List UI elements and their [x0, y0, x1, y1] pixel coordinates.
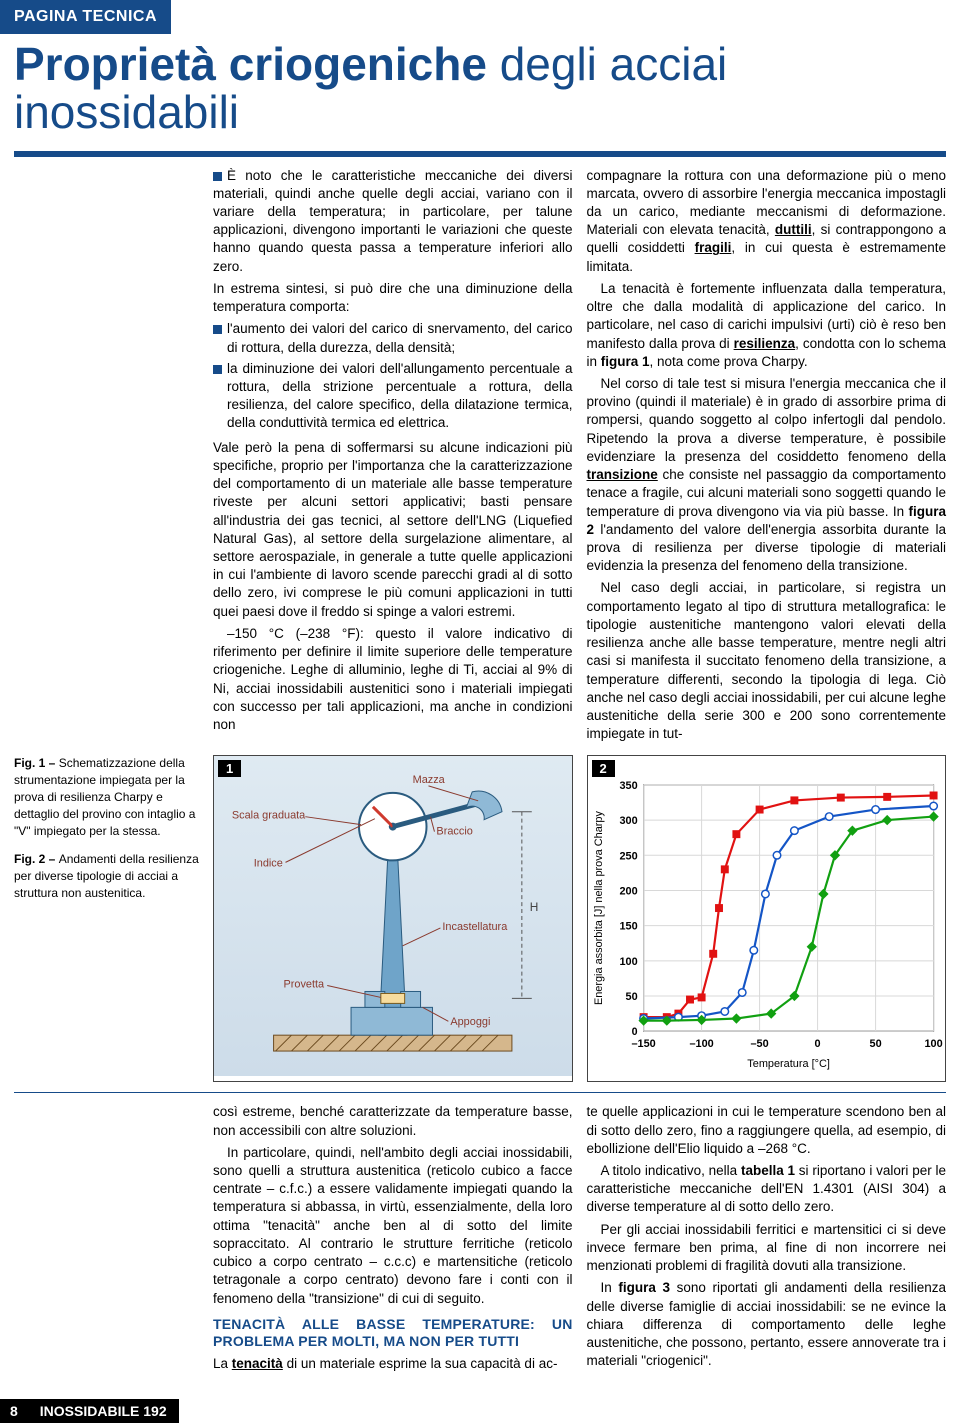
- label-mazza: Mazza: [413, 774, 446, 786]
- lc2-p1: te quelle applicazioni in cui le tempera…: [587, 1103, 947, 1158]
- svg-text:H: H: [530, 900, 539, 914]
- fig1-label: Fig. 1 –: [14, 756, 59, 770]
- section-tab: PAGINA TECNICA: [0, 0, 171, 34]
- title-strong: Proprietà criogeniche: [14, 38, 487, 90]
- divider: [14, 151, 946, 157]
- resilience-chart: 0 50 100 150 200 250 300 350 –150 –100 –50 0 50 100 En…: [588, 756, 946, 1076]
- lc2-p3: Per gli acciai inossidabili ferritici e …: [587, 1221, 947, 1276]
- label-braccio: Braccio: [436, 826, 472, 838]
- lower-column-2: te quelle applicazioni in cui le tempera…: [587, 1103, 947, 1377]
- lc1-p2: In particolare, quindi, nell'ambito degl…: [213, 1144, 573, 1308]
- label-appoggi: Appoggi: [450, 1017, 490, 1029]
- col2-p1-u1: duttili: [775, 222, 812, 237]
- col1-p3: Vale però la pena di soffermarsi su alcu…: [213, 439, 573, 621]
- svg-text:100: 100: [924, 1038, 942, 1050]
- col1-p2: In estrema sintesi, si può dire che una …: [213, 280, 573, 316]
- page-number: 8: [0, 1399, 28, 1423]
- figure-1: 1: [213, 755, 573, 1082]
- svg-text:350: 350: [619, 780, 637, 792]
- lc1-p1: così estreme, benché caratterizzate da t…: [213, 1103, 573, 1139]
- col2-p3c: l'andamento del valore dell'energia asso…: [587, 522, 947, 573]
- col2-p3u: transizione: [587, 467, 658, 482]
- label-provetta: Provetta: [284, 979, 326, 991]
- sidebar-captions: [14, 167, 199, 748]
- footer: 8 INOSSIDABILE 192: [0, 1399, 960, 1423]
- fig1-caption: Fig. 1 – Schematizzazione della strument…: [14, 755, 199, 839]
- lc1-p3u: tenacità: [232, 1356, 283, 1371]
- svg-text:50: 50: [869, 1038, 881, 1050]
- svg-text:0: 0: [814, 1038, 820, 1050]
- col1-p4: –150 °C (–238 °F): questo il valore indi…: [213, 625, 573, 734]
- column-1: È noto che le caratteristiche meccaniche…: [213, 167, 573, 748]
- svg-text:Energia assorbita [J] nella pr: Energia assorbita [J] nella prova Charpy: [592, 811, 604, 1006]
- sidebar: Fig. 1 – Schematizzazione della strument…: [14, 755, 199, 913]
- svg-text:Temperatura [°C]: Temperatura [°C]: [747, 1058, 830, 1070]
- lc1-p3a: La: [213, 1356, 232, 1371]
- svg-text:0: 0: [631, 1027, 637, 1039]
- lc1-heading: TENACITÀ ALLE BASSE TEMPERATURE: UN PROB…: [213, 1316, 573, 1351]
- svg-text:250: 250: [619, 851, 637, 863]
- sidebar-empty: [14, 1103, 199, 1377]
- lc2-p4a: In: [601, 1280, 619, 1295]
- col1-p1: È noto che le caratteristiche meccaniche…: [213, 168, 573, 274]
- fig2-label: Fig. 2 –: [14, 852, 59, 866]
- label-incastellatura: Incastellatura: [442, 921, 508, 933]
- col2-p2c: , nota come prova Charpy.: [650, 354, 808, 369]
- col1-b1: l'aumento dei valori del carico di snerv…: [227, 320, 573, 356]
- publication-name: INOSSIDABILE 192: [28, 1399, 179, 1423]
- column-2: compagnare la rottura con una deformazio…: [587, 167, 947, 748]
- figure-2: 2 0 50 100 150 200 250 300 350 –150 –100 –50 0 50 100…: [587, 755, 947, 1082]
- svg-text:50: 50: [625, 991, 637, 1003]
- figure-2-badge: 2: [592, 760, 615, 777]
- svg-text:–150: –150: [631, 1038, 655, 1050]
- col2-p2bold: figura 1: [601, 354, 650, 369]
- charpy-schematic: H Scala graduata Mazza Braccio Indice In…: [214, 756, 572, 1076]
- figure-1-badge: 1: [218, 760, 241, 777]
- article-title: Proprietà criogeniche degli acciai inoss…: [0, 34, 960, 151]
- svg-text:200: 200: [619, 886, 637, 898]
- col2-p3a: Nel corso di tale test si misura l'energ…: [587, 376, 947, 464]
- lc2-p2bold: tabella 1: [741, 1163, 795, 1178]
- label-indice: Indice: [254, 858, 283, 870]
- lc1-p3b: di un materiale esprime la sua capacità …: [283, 1356, 558, 1371]
- col2-p4: Nel caso degli acciai, in particolare, s…: [587, 579, 947, 743]
- svg-text:–50: –50: [750, 1038, 768, 1050]
- col2-p1-u2: fragili: [695, 240, 732, 255]
- svg-text:–100: –100: [689, 1038, 713, 1050]
- label-scala: Scala graduata: [232, 810, 306, 822]
- fig2-caption: Fig. 2 – Andamenti della resilienza per …: [14, 851, 199, 901]
- lc2-p4bold: figura 3: [618, 1280, 670, 1295]
- svg-text:100: 100: [619, 956, 637, 968]
- col2-p2u: resilienza: [734, 336, 796, 351]
- lc2-p2a: A titolo indicativo, nella: [601, 1163, 741, 1178]
- lower-column-1: così estreme, benché caratterizzate da t…: [213, 1103, 573, 1377]
- col1-b2: la diminuzione dei valori dell'allungame…: [227, 360, 573, 433]
- svg-text:150: 150: [619, 921, 637, 933]
- lead-marker: [213, 172, 222, 181]
- svg-text:300: 300: [619, 815, 637, 827]
